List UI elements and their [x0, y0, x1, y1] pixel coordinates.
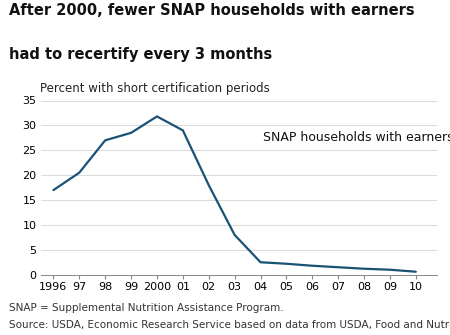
Text: SNAP households with earners: SNAP households with earners: [263, 131, 450, 144]
Text: SNAP = Supplemental Nutrition Assistance Program.: SNAP = Supplemental Nutrition Assistance…: [9, 303, 284, 313]
Text: After 2000, fewer SNAP households with earners: After 2000, fewer SNAP households with e…: [9, 3, 414, 18]
Text: Percent with short certification periods: Percent with short certification periods: [40, 82, 270, 95]
Text: had to recertify every 3 months: had to recertify every 3 months: [9, 47, 272, 62]
Text: Source: USDA, Economic Research Service based on data from USDA, Food and Nutrit: Source: USDA, Economic Research Service …: [9, 320, 450, 330]
